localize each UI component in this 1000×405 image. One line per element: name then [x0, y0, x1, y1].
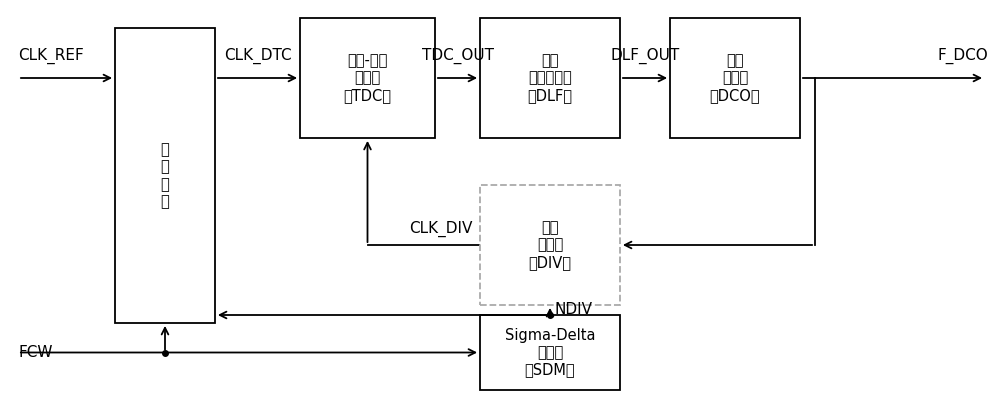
Text: TDC_OUT: TDC_OUT — [422, 48, 494, 64]
Bar — [480, 18, 620, 138]
Text: 时间-数字
转换器
（TDC）: 时间-数字 转换器 （TDC） — [344, 53, 392, 103]
Text: F_DCO: F_DCO — [937, 48, 988, 64]
Text: CLK_DIV: CLK_DIV — [409, 221, 472, 237]
Bar — [300, 18, 435, 138]
Text: NDIV: NDIV — [555, 303, 593, 318]
Text: Sigma-Delta
调制器
（SDM）: Sigma-Delta 调制器 （SDM） — [505, 328, 595, 377]
Text: 控
制
装
置: 控 制 装 置 — [161, 142, 169, 209]
Bar — [480, 315, 620, 390]
Text: DLF_OUT: DLF_OUT — [610, 48, 680, 64]
Bar — [480, 185, 620, 305]
Text: 反馈
分频器
（DIV）: 反馈 分频器 （DIV） — [528, 220, 572, 270]
Text: 数字
环路滤波器
（DLF）: 数字 环路滤波器 （DLF） — [528, 53, 572, 103]
Bar — [670, 18, 800, 138]
Text: CLK_REF: CLK_REF — [18, 48, 84, 64]
Text: FCW: FCW — [18, 345, 52, 360]
Bar — [115, 28, 215, 323]
Text: 数控
振荡器
（DCO）: 数控 振荡器 （DCO） — [710, 53, 760, 103]
Text: CLK_DTC: CLK_DTC — [224, 48, 291, 64]
